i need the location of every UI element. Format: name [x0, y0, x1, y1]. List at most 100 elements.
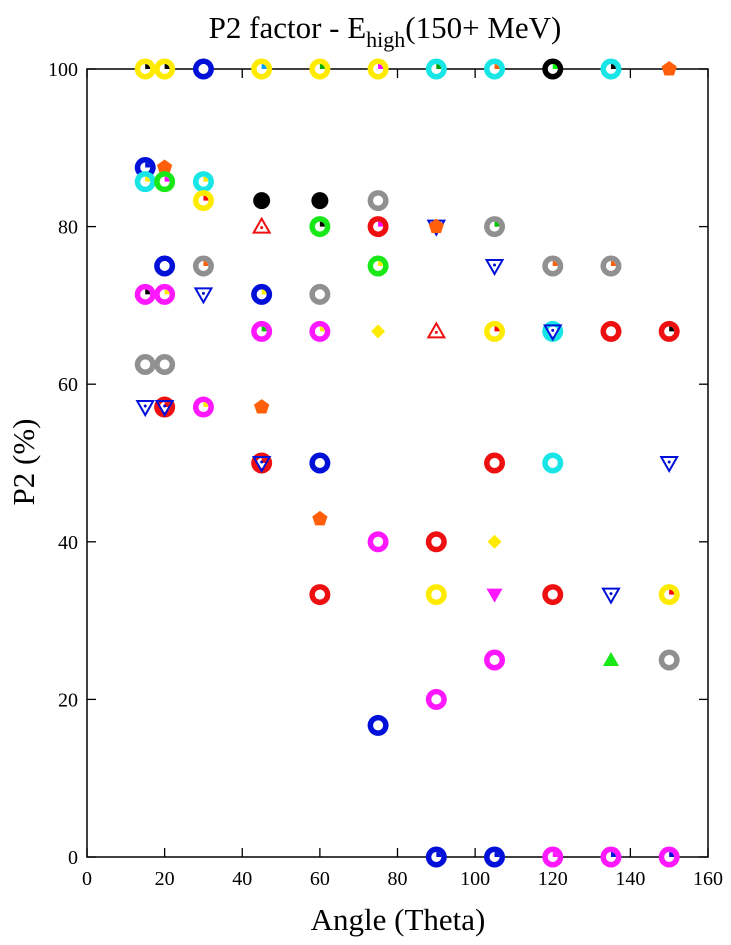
- marker-ring-wedge: [145, 359, 151, 365]
- marker-center-dot: [609, 592, 613, 596]
- marker-ring-wedge: [319, 289, 325, 295]
- marker-ring-wedge: [610, 852, 616, 857]
- marker-center-dot: [493, 263, 497, 267]
- x-tick-label: 40: [232, 868, 252, 890]
- data-point: [371, 324, 386, 339]
- data-point: [661, 61, 677, 76]
- marker-ring-wedge: [378, 720, 384, 726]
- data-point: [542, 584, 564, 606]
- data-point: [154, 58, 176, 80]
- marker-ring-wedge: [552, 261, 558, 266]
- data-point: [134, 283, 156, 305]
- marker-ring-wedge: [164, 359, 170, 365]
- chart-title-subscript: high: [366, 27, 405, 52]
- plot-frame: [86, 68, 709, 858]
- marker-dot: [311, 192, 329, 210]
- marker-ring-wedge: [261, 64, 267, 69]
- marker-ring-wedge: [164, 289, 170, 295]
- marker-ring-wedge: [436, 852, 442, 857]
- marker-center-dot: [667, 460, 671, 464]
- data-point: [425, 688, 447, 710]
- marker-ring-wedge: [319, 326, 325, 332]
- data-point: [154, 171, 176, 193]
- marker-triangle-down-open: [193, 287, 214, 305]
- data-point: [484, 320, 506, 342]
- marker-center-dot: [163, 404, 167, 408]
- data-point: [601, 587, 621, 605]
- marker-center-dot: [143, 404, 147, 408]
- marker-ring-wedge: [319, 221, 325, 227]
- data-point: [428, 218, 444, 234]
- y-tick-label: 60: [58, 374, 78, 396]
- x-tick-label: 160: [693, 868, 723, 890]
- data-point: [425, 846, 447, 868]
- marker-ring-wedge: [494, 64, 500, 69]
- marker-ring-wedge: [378, 195, 384, 201]
- data-point: [134, 354, 156, 375]
- data-point: [367, 190, 389, 212]
- data-point: [367, 531, 389, 553]
- marker-diamond: [487, 534, 502, 549]
- data-point: [659, 456, 679, 474]
- x-tick-label: 20: [155, 868, 175, 890]
- data-point: [425, 531, 447, 553]
- marker-center-dot: [551, 328, 555, 332]
- marker-triangle-up-open: [251, 216, 272, 234]
- data-point: [154, 354, 176, 375]
- marker-center-dot: [201, 291, 205, 295]
- chart-title-main: P2 factor - E: [209, 10, 367, 45]
- marker-ring-wedge: [164, 176, 170, 182]
- marker-ring-wedge: [203, 195, 209, 201]
- marker-pentagon: [428, 218, 444, 234]
- data-point: [193, 287, 214, 305]
- x-tick-label: 100: [460, 868, 490, 890]
- data-point: [312, 510, 328, 526]
- data-point: [253, 192, 271, 210]
- marker-ring-wedge: [494, 458, 500, 463]
- marker-ring-wedge: [261, 289, 267, 295]
- marker-ring-wedge: [552, 64, 558, 69]
- marker-ring-wedge: [145, 289, 151, 295]
- data-point: [154, 400, 175, 418]
- data-point: [154, 255, 176, 277]
- data-point: [309, 320, 331, 342]
- marker-ring-wedge: [164, 64, 170, 69]
- plot-area: [86, 68, 709, 858]
- y-axis-label: P2 (%): [6, 419, 41, 506]
- marker-ring-wedge: [552, 589, 558, 595]
- data-point: [600, 255, 622, 277]
- marker-ring-wedge: [203, 402, 209, 408]
- marker-ring-wedge: [494, 655, 500, 660]
- data-point: [658, 320, 680, 342]
- data-point: [309, 283, 331, 305]
- data-point: [251, 283, 273, 305]
- data-point: [367, 58, 389, 80]
- marker-ring-wedge: [669, 589, 675, 595]
- data-point: [658, 584, 680, 606]
- marker-pentagon: [157, 159, 173, 174]
- marker-triangle-down-open: [135, 400, 155, 418]
- data-point: [154, 283, 176, 305]
- marker-ring-wedge: [494, 852, 500, 857]
- y-tick-label: 80: [58, 217, 78, 239]
- marker-ring-wedge: [669, 852, 675, 857]
- marker-pentagon: [661, 61, 677, 76]
- marker-ring-wedge: [145, 162, 151, 168]
- data-point: [602, 652, 619, 666]
- data-point: [542, 846, 564, 868]
- y-tick-label: 40: [58, 532, 78, 554]
- marker-ring-wedge: [610, 326, 616, 332]
- data-point: [543, 324, 563, 342]
- data-point: [251, 320, 273, 342]
- data-point: [309, 216, 331, 238]
- data-point: [311, 192, 329, 210]
- x-axis-label: Angle (Theta): [311, 902, 486, 937]
- y-tick-label: 20: [58, 689, 78, 711]
- data-point: [600, 320, 622, 342]
- y-tick-label: 0: [68, 847, 78, 869]
- marker-ring-wedge: [203, 176, 209, 182]
- data-point: [487, 534, 502, 549]
- marker-dot: [253, 192, 271, 210]
- marker-ring-wedge: [319, 458, 325, 463]
- marker-ring-wedge: [552, 852, 558, 857]
